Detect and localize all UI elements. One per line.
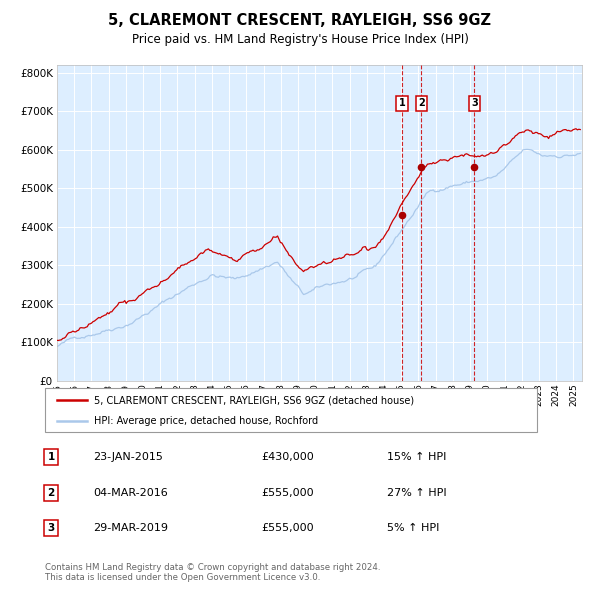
Text: 2: 2: [47, 488, 55, 497]
Text: 1: 1: [399, 99, 406, 109]
Text: 5% ↑ HPI: 5% ↑ HPI: [387, 523, 439, 533]
Text: Price paid vs. HM Land Registry's House Price Index (HPI): Price paid vs. HM Land Registry's House …: [131, 33, 469, 46]
Text: 2: 2: [418, 99, 425, 109]
Text: £555,000: £555,000: [261, 488, 314, 497]
Text: £430,000: £430,000: [261, 453, 314, 462]
Text: 5, CLAREMONT CRESCENT, RAYLEIGH, SS6 9GZ: 5, CLAREMONT CRESCENT, RAYLEIGH, SS6 9GZ: [109, 13, 491, 28]
Text: 3: 3: [471, 99, 478, 109]
FancyBboxPatch shape: [45, 388, 537, 432]
Text: 27% ↑ HPI: 27% ↑ HPI: [387, 488, 446, 497]
Text: HPI: Average price, detached house, Rochford: HPI: Average price, detached house, Roch…: [94, 416, 319, 426]
Text: This data is licensed under the Open Government Licence v3.0.: This data is licensed under the Open Gov…: [45, 572, 320, 582]
Text: Contains HM Land Registry data © Crown copyright and database right 2024.: Contains HM Land Registry data © Crown c…: [45, 563, 380, 572]
Text: 1: 1: [47, 453, 55, 462]
Text: 15% ↑ HPI: 15% ↑ HPI: [387, 453, 446, 462]
Text: 04-MAR-2016: 04-MAR-2016: [93, 488, 168, 497]
Text: 29-MAR-2019: 29-MAR-2019: [93, 523, 168, 533]
Text: 3: 3: [47, 523, 55, 533]
Text: £555,000: £555,000: [261, 523, 314, 533]
Text: 5, CLAREMONT CRESCENT, RAYLEIGH, SS6 9GZ (detached house): 5, CLAREMONT CRESCENT, RAYLEIGH, SS6 9GZ…: [94, 395, 415, 405]
Text: 23-JAN-2015: 23-JAN-2015: [93, 453, 163, 462]
